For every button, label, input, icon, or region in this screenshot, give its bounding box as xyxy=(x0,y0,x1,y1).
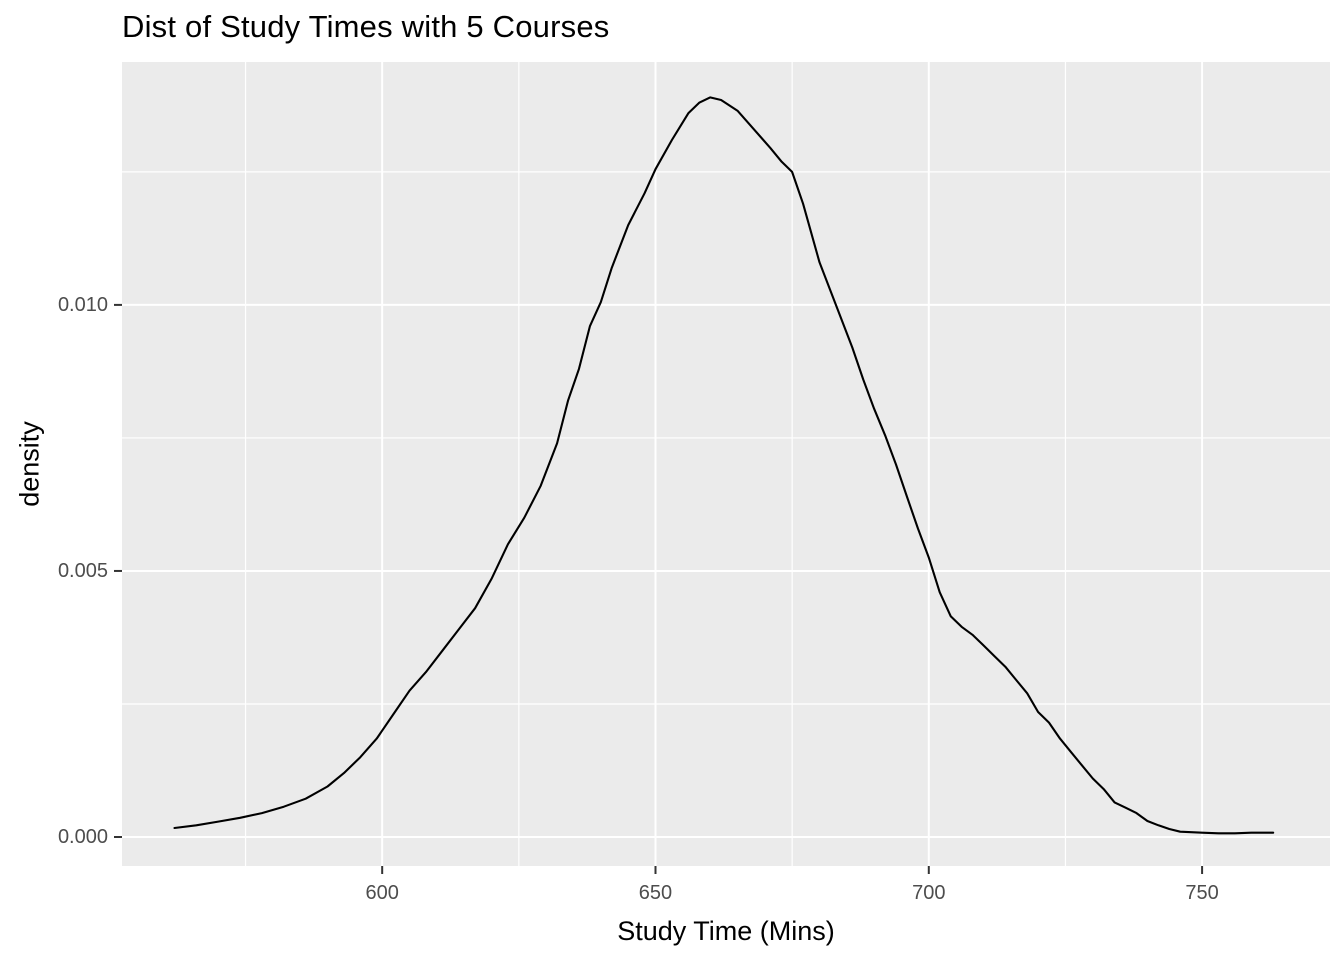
x-axis-tick-label: 600 xyxy=(365,882,399,904)
x-axis-tick-label: 700 xyxy=(912,882,946,904)
x-axis-title: Study Time (Mins) xyxy=(617,916,835,946)
x-axis-tick-label: 650 xyxy=(638,882,673,904)
plot-panel xyxy=(122,62,1330,866)
density-curve xyxy=(173,96,1275,835)
y-axis-tick-label: 0.010 xyxy=(57,293,108,316)
y-axis-tick-label: 0.005 xyxy=(57,559,108,582)
x-axis-tick-label: 750 xyxy=(1185,882,1219,904)
y-axis-title: density xyxy=(14,421,45,507)
y-axis-tick-label: 0.000 xyxy=(57,826,108,848)
chart-title: Dist of Study Times with 5 Courses xyxy=(122,9,610,44)
